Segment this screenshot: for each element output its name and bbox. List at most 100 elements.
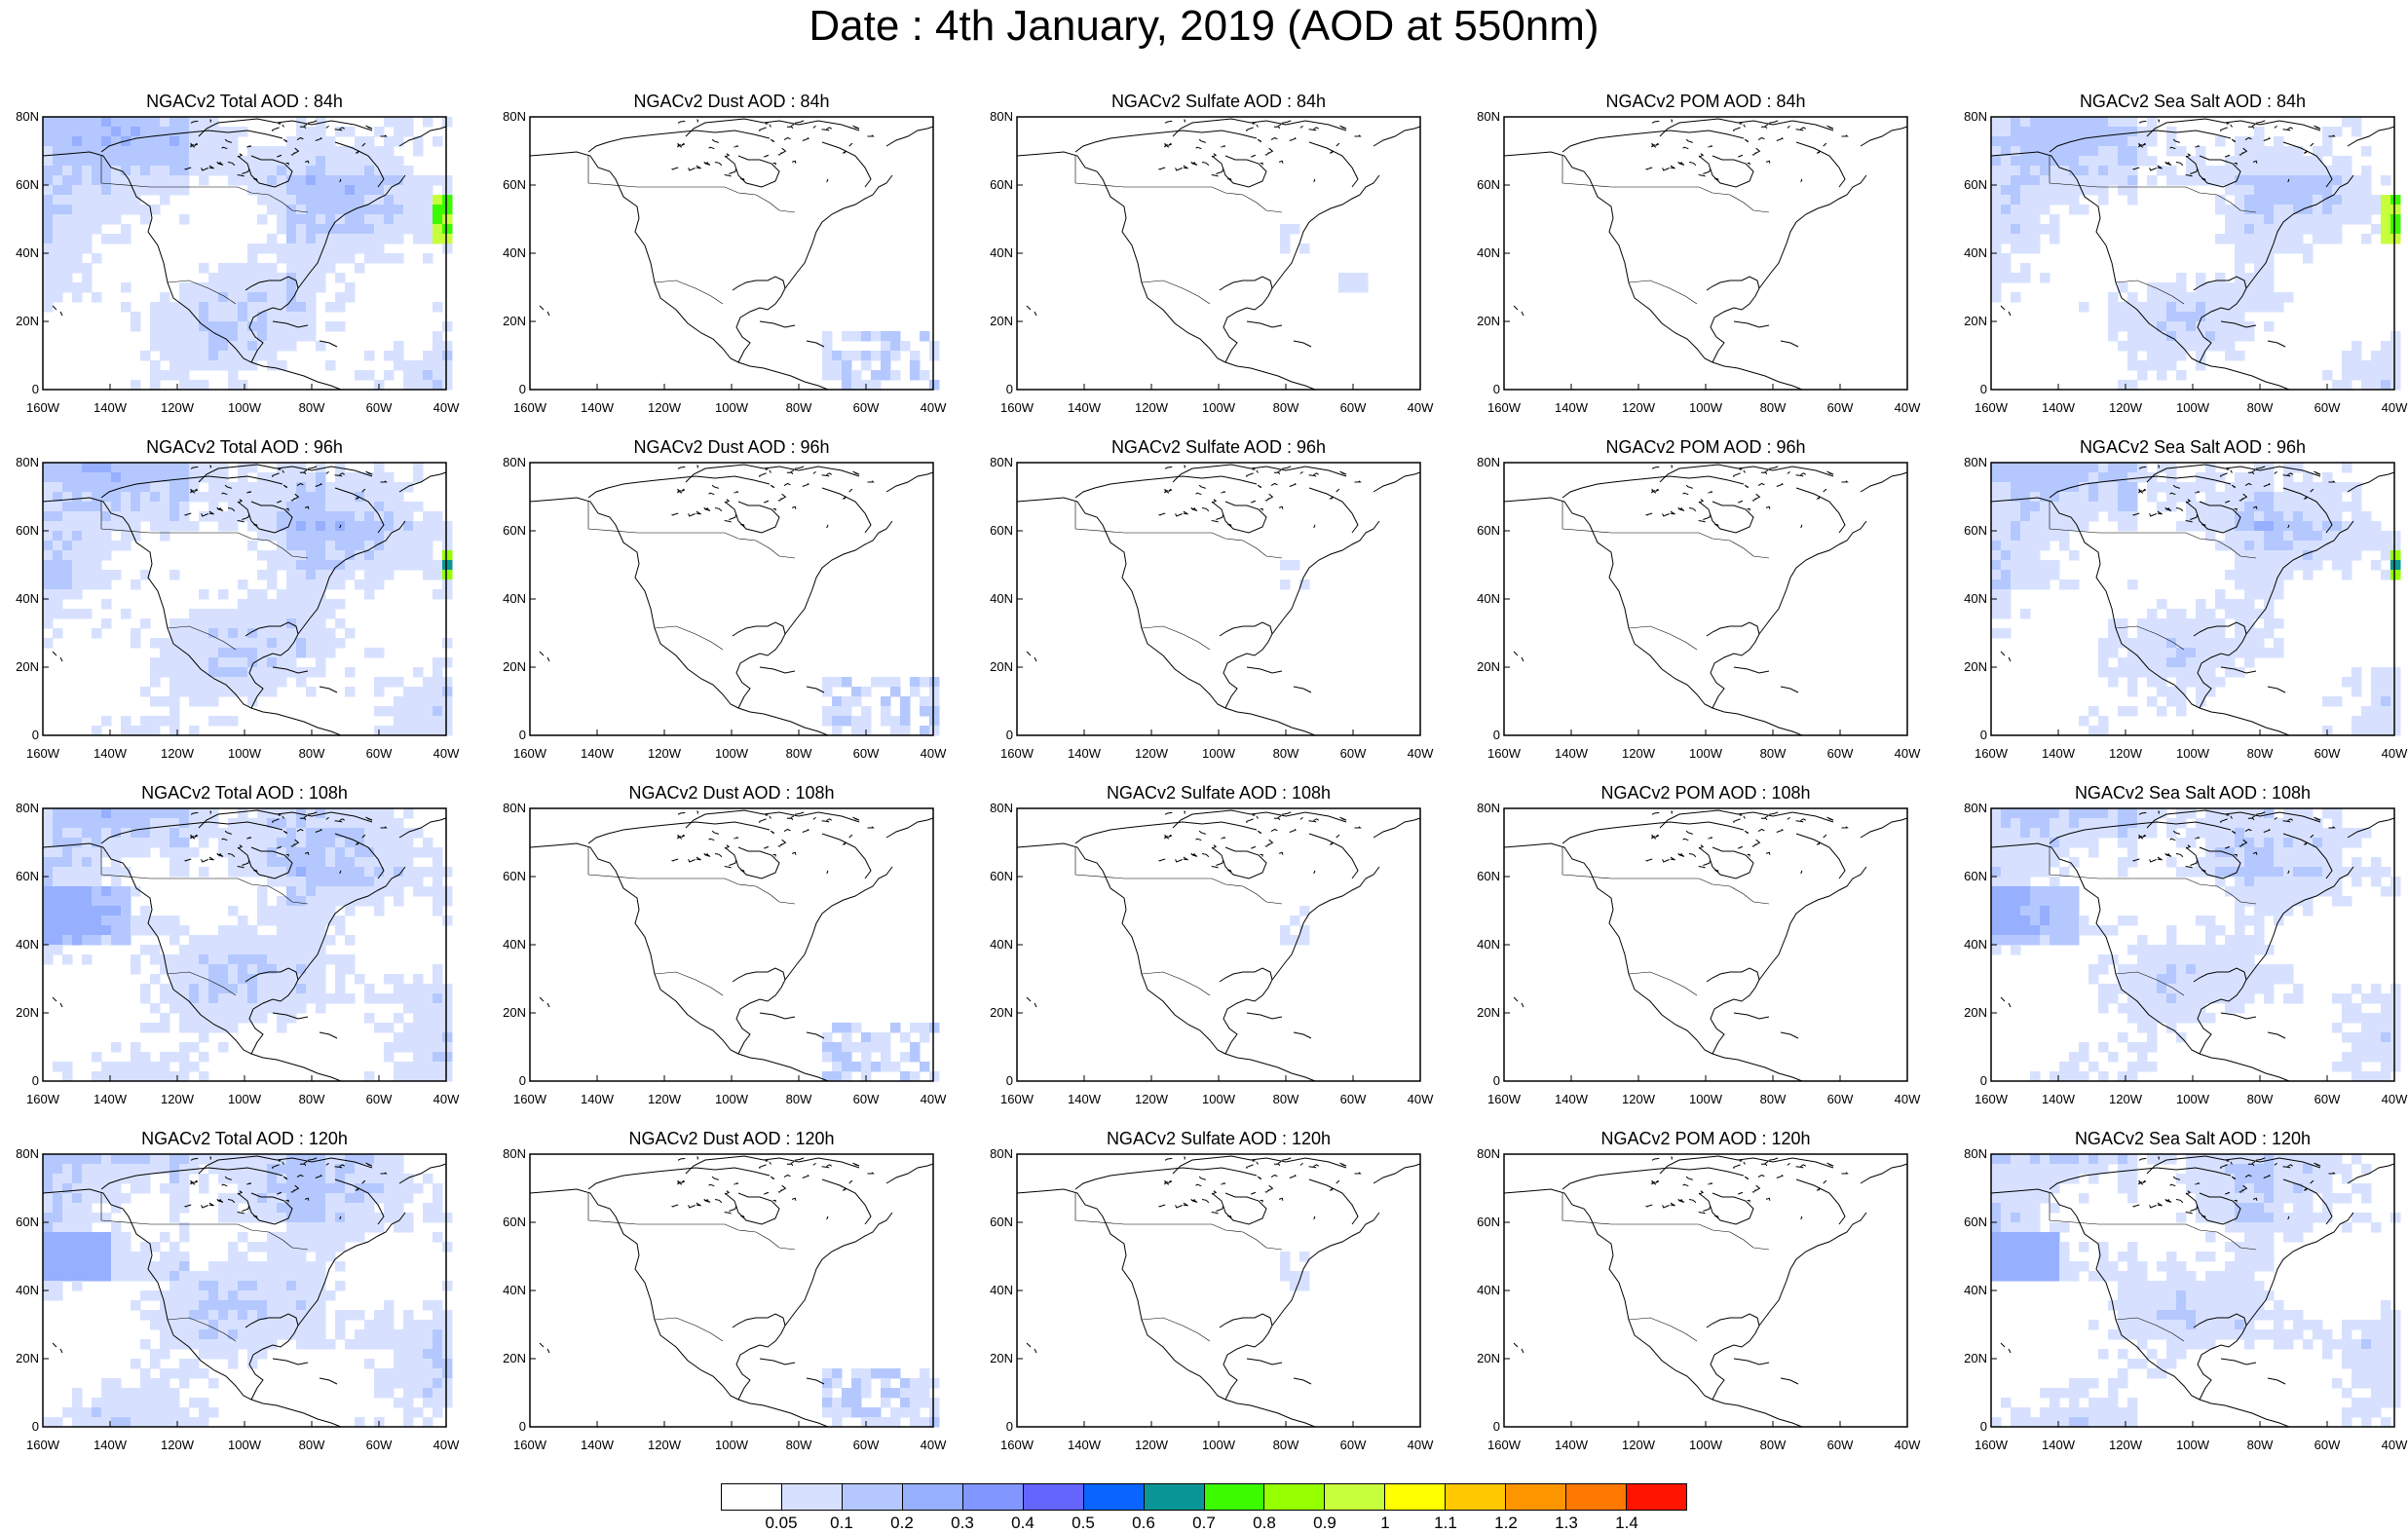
lat-tick-label: 20N xyxy=(487,1352,526,1365)
lat-tick-label: 0 xyxy=(0,729,39,742)
map-plot-area xyxy=(530,117,933,390)
map-plot-area xyxy=(1504,1154,1907,1427)
lat-tick-label: 80N xyxy=(1948,802,1987,815)
lat-tick-label: 0 xyxy=(487,383,526,396)
panel-title: NGACv2 Total AOD : 96h xyxy=(43,437,446,457)
lon-tick-label: 100W xyxy=(1681,1439,1730,1452)
lon-tick-label: 120W xyxy=(153,401,202,415)
national-borders xyxy=(1562,847,1769,995)
lat-tick-label: 60N xyxy=(974,870,1013,883)
lon-tick-label: 80W xyxy=(1261,1439,1310,1452)
map-frame xyxy=(1017,463,1420,735)
lat-tick-label: 0 xyxy=(487,729,526,742)
lat-tick-label: 60N xyxy=(974,1215,1013,1229)
lon-tick-label: 80W xyxy=(1749,747,1797,761)
lon-tick-label: 160W xyxy=(1480,747,1528,761)
lon-tick-label: 80W xyxy=(1749,1093,1797,1106)
lon-tick-label: 140W xyxy=(1060,1093,1109,1106)
map-plot-area xyxy=(530,808,933,1081)
colorbar-label: 1.1 xyxy=(1421,1514,1470,1533)
lon-tick-label: 100W xyxy=(220,401,269,415)
lon-tick-label: 120W xyxy=(1127,1093,1176,1106)
map-plot-area xyxy=(43,808,446,1081)
lat-tick-label: 20N xyxy=(0,660,39,674)
lat-tick-label: 80N xyxy=(974,456,1013,469)
map-plot-area xyxy=(1991,117,2394,390)
national-borders xyxy=(1075,1193,1282,1341)
lat-tick-label: 60N xyxy=(1461,870,1500,883)
lon-tick-label: 120W xyxy=(1614,1093,1663,1106)
colorbar-segment xyxy=(963,1484,1024,1510)
lon-tick-label: 140W xyxy=(1547,1093,1596,1106)
colorbar-segment xyxy=(1385,1484,1446,1510)
colorbar-label: 0.9 xyxy=(1300,1514,1349,1533)
colorbar-segment xyxy=(1145,1484,1205,1510)
colorbar-segment xyxy=(1084,1484,1145,1510)
lon-tick-label: 40W xyxy=(422,747,470,761)
lon-tick-label: 120W xyxy=(2101,1093,2150,1106)
national-borders xyxy=(1075,156,1282,304)
colorbar-label: 0.05 xyxy=(757,1514,806,1533)
panel-title: NGACv2 Sulfate AOD : 108h xyxy=(1017,783,1420,803)
lon-tick-label: 140W xyxy=(573,747,621,761)
lat-tick-label: 20N xyxy=(1461,660,1500,674)
lon-tick-label: 60W xyxy=(1816,1093,1864,1106)
colorbar-label: 0.8 xyxy=(1240,1514,1289,1533)
lat-tick-label: 60N xyxy=(487,178,526,192)
map-frame xyxy=(1017,117,1420,390)
lon-tick-label: 60W xyxy=(1329,747,1377,761)
lat-tick-label: 40N xyxy=(0,1284,39,1297)
lat-tick-label: 40N xyxy=(1948,1284,1987,1297)
national-borders xyxy=(588,156,795,304)
colorbar-label: 1 xyxy=(1361,1514,1410,1533)
lat-tick-label: 40N xyxy=(0,246,39,260)
coastline xyxy=(1504,465,1907,735)
lon-tick-label: 140W xyxy=(86,401,134,415)
lon-tick-label: 60W xyxy=(1816,747,1864,761)
lon-tick-label: 80W xyxy=(1749,401,1797,415)
lat-tick-label: 20N xyxy=(0,1006,39,1020)
colorbar-segment xyxy=(1446,1484,1506,1510)
lon-tick-label: 60W xyxy=(842,1093,890,1106)
lon-tick-label: 100W xyxy=(2168,401,2217,415)
lat-tick-label: 80N xyxy=(1461,1147,1500,1161)
map-plot-area xyxy=(1504,117,1907,390)
lon-tick-label: 60W xyxy=(1816,401,1864,415)
lat-tick-label: 60N xyxy=(0,524,39,538)
lon-tick-label: 60W xyxy=(1329,1439,1377,1452)
lat-tick-label: 80N xyxy=(0,802,39,815)
lon-tick-label: 140W xyxy=(1547,401,1596,415)
lon-tick-label: 40W xyxy=(909,1093,958,1106)
panel-title: NGACv2 POM AOD : 84h xyxy=(1504,92,1907,111)
lat-tick-label: 60N xyxy=(1948,178,1987,192)
lon-tick-label: 120W xyxy=(1614,1439,1663,1452)
colorbar-segment xyxy=(903,1484,963,1510)
lon-tick-label: 80W xyxy=(1261,1093,1310,1106)
colorbar-label: 0.6 xyxy=(1119,1514,1168,1533)
lon-tick-label: 60W xyxy=(355,747,403,761)
panel-title: NGACv2 Sulfate AOD : 96h xyxy=(1017,437,1420,457)
lat-tick-label: 40N xyxy=(0,592,39,606)
map-plot-area xyxy=(43,117,446,390)
lon-tick-label: 60W xyxy=(355,1093,403,1106)
lon-tick-label: 80W xyxy=(287,747,336,761)
lon-tick-label: 100W xyxy=(2168,1093,2217,1106)
lon-tick-label: 120W xyxy=(1127,747,1176,761)
lat-tick-label: 0 xyxy=(1461,729,1500,742)
lon-tick-label: 40W xyxy=(1883,747,1932,761)
coastline xyxy=(530,119,933,390)
lon-tick-label: 100W xyxy=(707,747,756,761)
lat-tick-label: 20N xyxy=(487,1006,526,1020)
lon-tick-label: 80W xyxy=(2236,1093,2284,1106)
lat-tick-label: 20N xyxy=(1948,660,1987,674)
